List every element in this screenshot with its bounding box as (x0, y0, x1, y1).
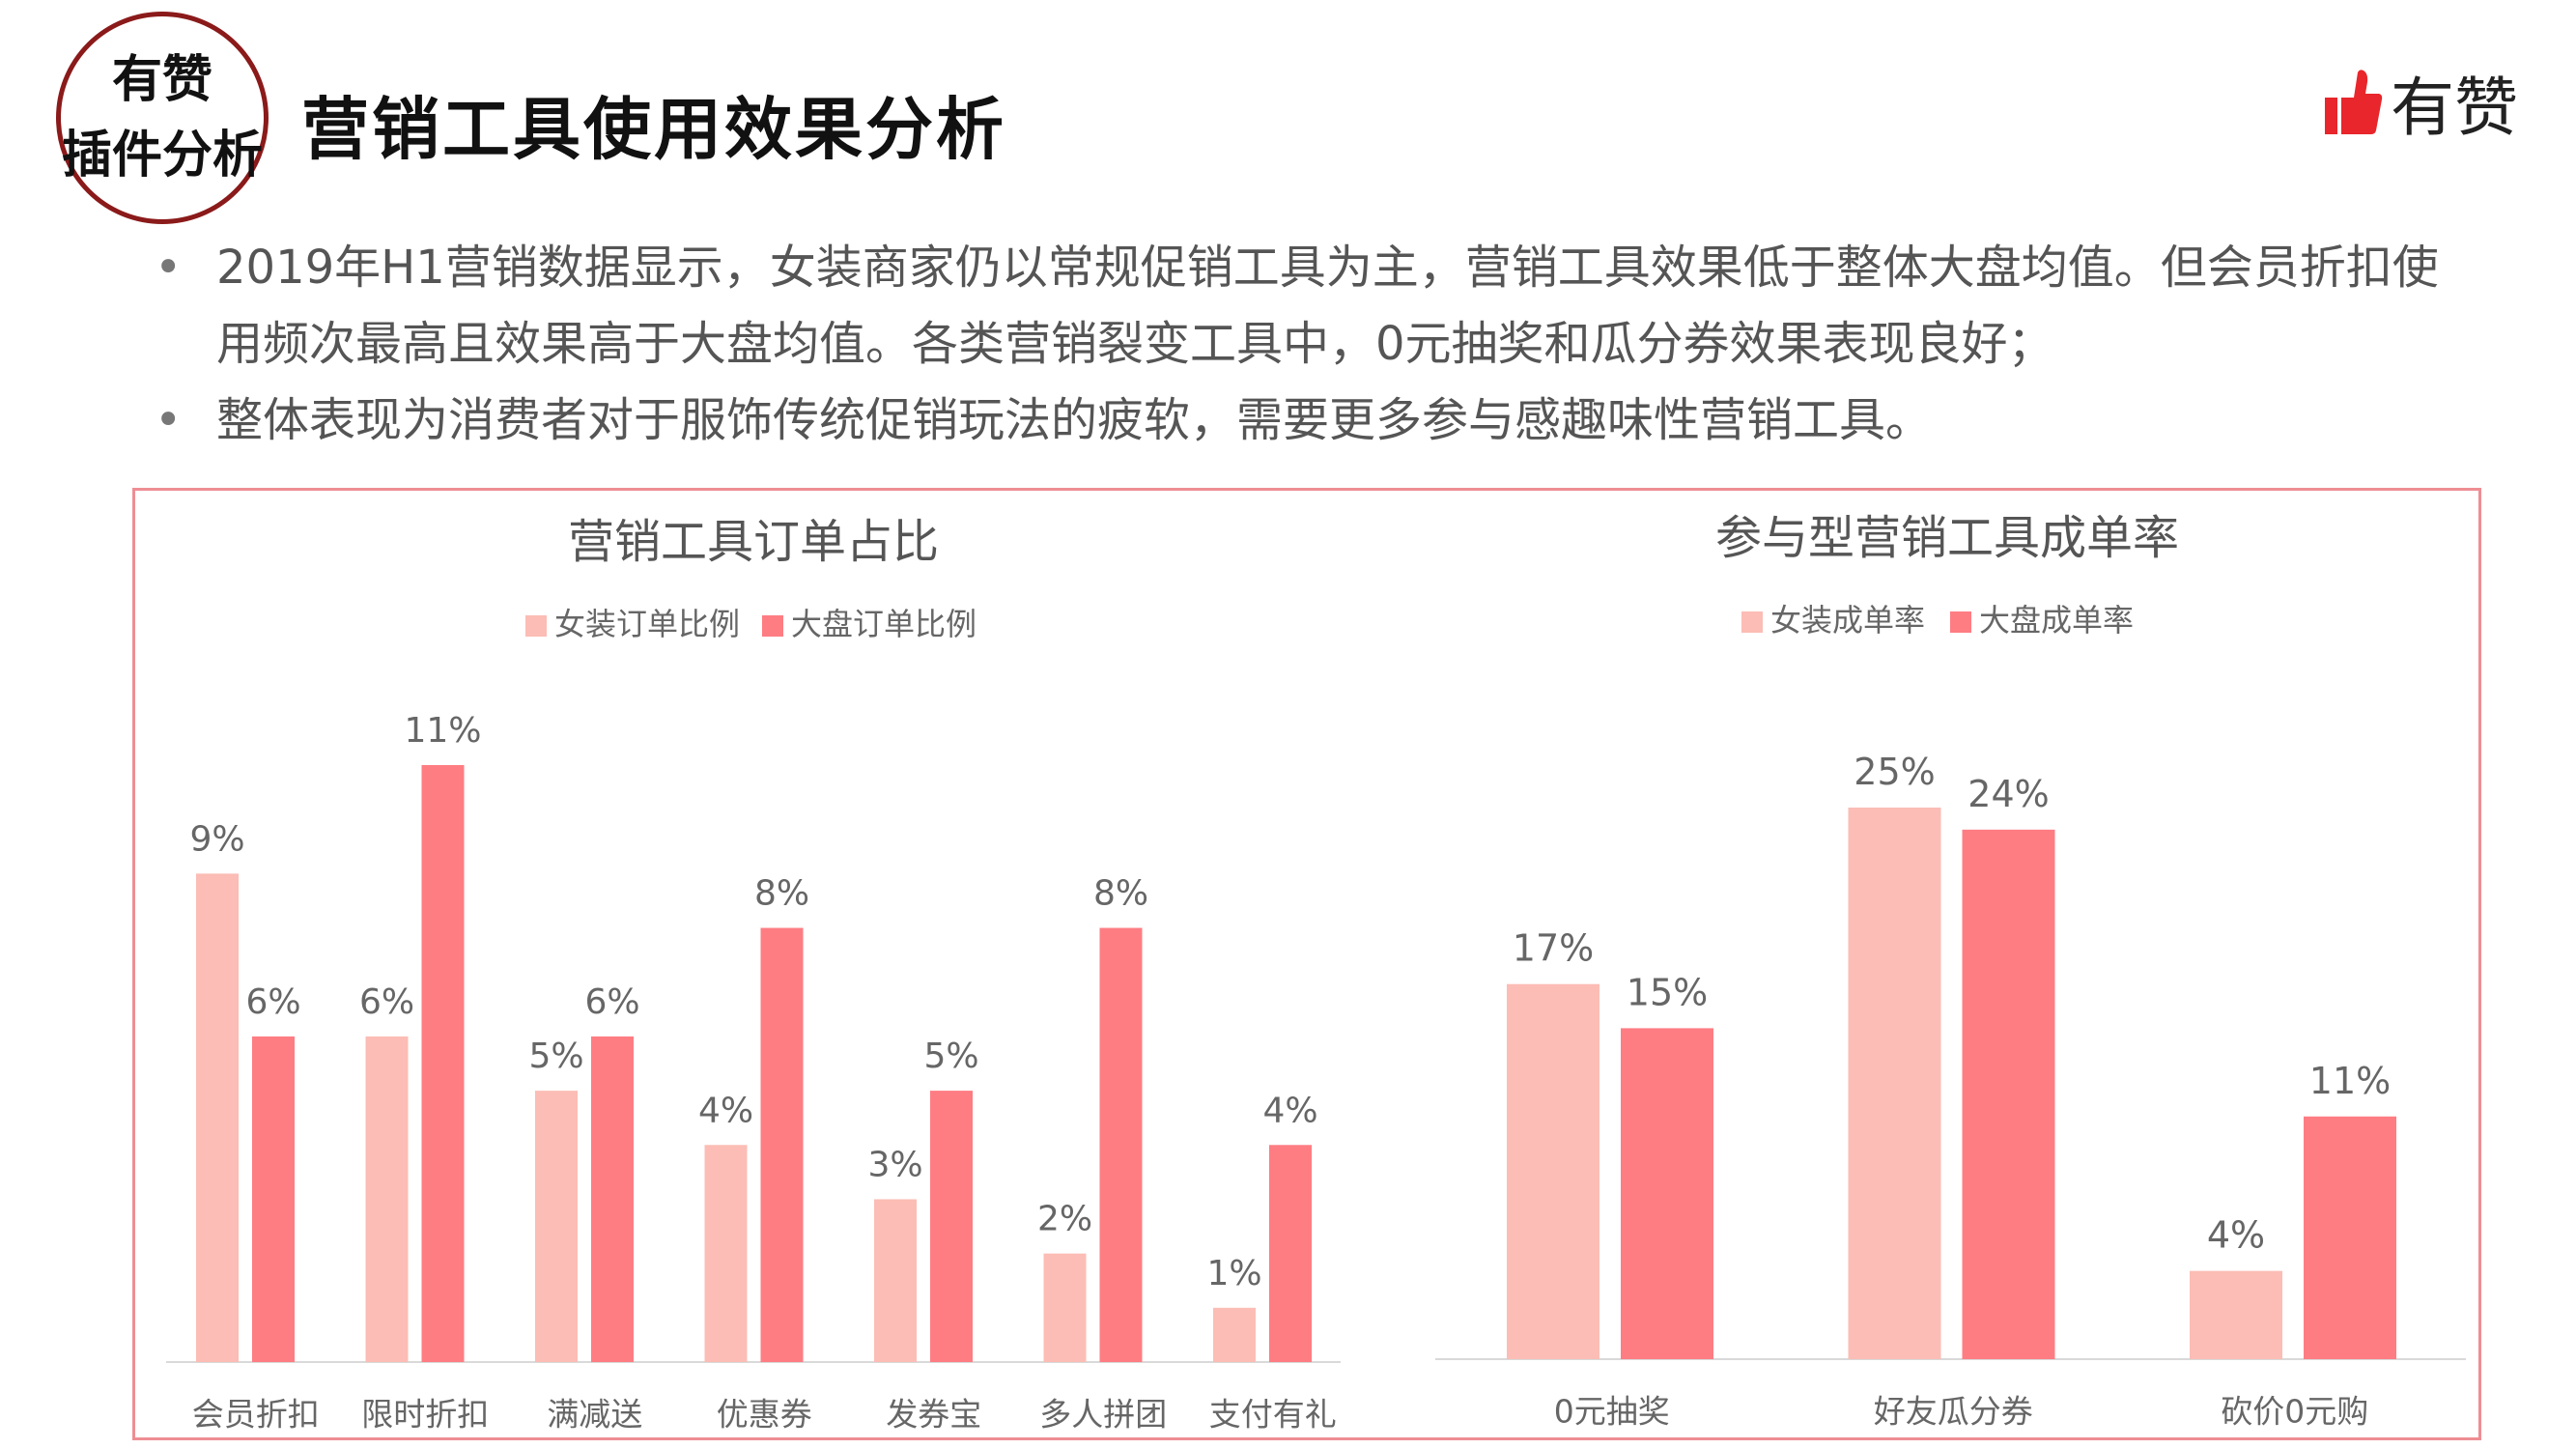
data-label: 4% (1262, 1091, 1317, 1130)
bar (704, 1145, 748, 1362)
category-label: 满减送 (547, 1396, 642, 1434)
data-label: 6% (359, 982, 414, 1022)
legend-label: 大盘订单比例 (791, 606, 977, 642)
bar (1962, 829, 2055, 1359)
legend-swatch (762, 615, 783, 637)
bullet-dot-icon: • (155, 393, 183, 447)
bullet-text: 整体表现为消费者对于服饰传统促销玩法的疲软，需要更多参与感趣味性营销工具。 (216, 393, 1933, 447)
bar (1507, 983, 1599, 1359)
bar (1099, 927, 1143, 1362)
category-label: 限时折扣 (361, 1396, 489, 1434)
charts-panel: 营销工具订单占比 女装订单比例 大盘订单比例 9% 6% 会员折扣 6% 11% 限时折扣 5% 6… (132, 488, 2481, 1440)
category-label: 好友瓜分券 (1874, 1393, 2033, 1431)
data-label: 24% (1967, 773, 2049, 815)
category-label: 会员折扣 (192, 1396, 320, 1434)
category-label: 发券宝 (886, 1396, 981, 1434)
data-label: 2% (1037, 1200, 1092, 1239)
bullet-item: • 2019年H1营销数据显示，女装商家仍以常规促销工具为主，营销工具效果低于整… (145, 230, 2482, 383)
bar (365, 1036, 409, 1362)
bar (1213, 1307, 1256, 1362)
legend-label: 女装订单比例 (554, 606, 740, 642)
bar (1043, 1253, 1087, 1362)
data-label: 1% (1206, 1254, 1261, 1293)
bar (1621, 1028, 1713, 1359)
bar (535, 1091, 578, 1362)
category-label: 砍价0元购 (2221, 1393, 2368, 1431)
plugin-analysis-badge: 有赞 插件分析 (56, 12, 269, 224)
summary-bullets: • 2019年H1营销数据显示，女装商家仍以常规促销工具为主，营销工具效果低于整… (145, 230, 2482, 459)
data-label: 8% (754, 874, 809, 914)
data-label: 6% (584, 982, 639, 1022)
chart-title: 营销工具订单占比 (568, 515, 939, 569)
data-label: 5% (923, 1037, 978, 1076)
bar (421, 765, 465, 1362)
bar (930, 1091, 973, 1362)
data-label: 11% (404, 711, 481, 751)
bar (1848, 808, 1941, 1359)
legend-swatch (1950, 611, 1971, 633)
category-label: 支付有礼 (1209, 1396, 1337, 1434)
bar (2304, 1116, 2396, 1359)
youzan-logo: 有赞 (2323, 56, 2518, 149)
data-label: 4% (2207, 1214, 2265, 1257)
legend-swatch (525, 615, 547, 637)
bar (591, 1036, 634, 1362)
bar (760, 927, 804, 1362)
data-label: 11% (2309, 1060, 2391, 1102)
bar (252, 1036, 295, 1362)
bullet-text: 2019年H1营销数据显示，女装商家仍以常规促销工具为主，营销工具效果低于整体大… (216, 241, 2439, 371)
bar (2190, 1270, 2282, 1359)
data-label: 9% (189, 819, 244, 859)
data-label: 4% (698, 1091, 753, 1130)
page-title: 营销工具使用效果分析 (301, 90, 1006, 169)
bar (1269, 1145, 1312, 1362)
category-label: 优惠券 (717, 1396, 812, 1434)
data-label: 5% (528, 1037, 583, 1076)
legend-label: 大盘成单率 (1979, 602, 2134, 639)
data-label: 25% (1854, 751, 1935, 793)
chart-title: 参与型营销工具成单率 (1715, 511, 2179, 565)
legend-label: 女装成单率 (1770, 602, 1925, 639)
data-label: 15% (1627, 971, 1708, 1013)
bullet-item: • 整体表现为消费者对于服饰传统促销玩法的疲软，需要更多参与感趣味性营销工具。 (145, 383, 2482, 459)
badge-line-1: 有赞 (111, 51, 212, 109)
bar (196, 873, 239, 1362)
badge-line-2: 插件分析 (61, 127, 263, 185)
bullet-dot-icon: • (155, 241, 183, 295)
logo-text: 有赞 (2391, 71, 2518, 145)
legend-swatch (1741, 611, 1763, 633)
data-label: 8% (1093, 874, 1148, 914)
data-label: 3% (867, 1145, 922, 1184)
bar (874, 1199, 917, 1362)
thumbs-up-icon (2325, 70, 2383, 134)
category-label: 0元抽奖 (1554, 1393, 1670, 1431)
category-label: 多人拼团 (1039, 1396, 1167, 1434)
data-label: 17% (1513, 927, 1594, 970)
data-label: 6% (245, 982, 300, 1022)
